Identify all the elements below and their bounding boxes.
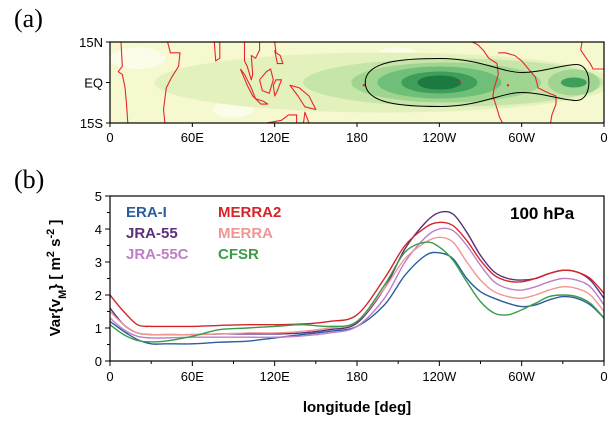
series-line-cfsr <box>109 241 605 343</box>
island <box>506 84 510 87</box>
coastline-segment <box>243 42 261 81</box>
legend-entry-era-i: ERA-I <box>126 204 167 221</box>
y-tick-label: 3 <box>95 255 102 270</box>
coastline-segment <box>472 42 503 123</box>
y-tick-label: EQ <box>84 76 103 91</box>
pressure-level-annotation: 100 hPa <box>510 204 575 223</box>
series-line-merra <box>109 236 605 336</box>
coastline-segment <box>580 42 604 70</box>
legend-entry-merra: MERRA <box>218 225 273 242</box>
series-line-jra-55c <box>109 227 605 339</box>
coastline-segment <box>117 42 129 123</box>
coastline-segment <box>255 98 269 105</box>
x-tick-label: 120W <box>422 130 457 145</box>
panel-a-axes: 0 60E 120E 180 120W 60W 0 15N EQ 15S <box>79 35 607 145</box>
coastline-segment <box>162 42 181 123</box>
series-lines <box>109 210 605 345</box>
enclosing-contour <box>364 57 590 108</box>
map-shading <box>110 42 604 123</box>
y-tick-label: 5 <box>95 189 102 204</box>
legend-entry-jra-55c: JRA-55C <box>126 246 189 263</box>
coastline-segment <box>213 42 221 62</box>
coastline-segment <box>259 68 274 94</box>
x-tick-label: 60W <box>508 369 535 384</box>
legend-entry-jra-55: JRA-55 <box>126 225 178 242</box>
panel-a-map: 0 60E 120E 180 120W 60W 0 15N EQ 15S <box>79 35 607 145</box>
panel-a-label: (a) <box>14 4 43 33</box>
y-tick-label: 4 <box>95 222 102 237</box>
variance-contour <box>364 57 590 108</box>
x-axis-title: longitude [deg] <box>303 399 411 416</box>
y-axis-title: Var{vM} [ m2 s-2 ] <box>45 220 69 337</box>
primary-maximum <box>417 75 462 90</box>
legend-entry-merra2: MERRA2 <box>218 204 281 221</box>
x-tick-label: 0 <box>600 369 607 384</box>
y-tick-label: 15S <box>80 116 103 131</box>
x-tick-label: 120E <box>259 130 290 145</box>
x-tick-label: 60E <box>181 369 204 384</box>
island <box>458 81 462 84</box>
coastline-segment <box>272 79 283 97</box>
coastline-segment <box>274 42 284 65</box>
chart-frame <box>109 195 605 362</box>
low-variance-patch <box>110 47 166 69</box>
x-tick-label: 0 <box>106 369 113 384</box>
panel-b-label: (b) <box>14 165 44 194</box>
x-tick-label: 120W <box>422 369 457 384</box>
legend: ERA-I JRA-55 JRA-55C MERRA2 MERRA CFSR <box>126 204 281 263</box>
coastline-segment <box>266 114 298 123</box>
coastlines <box>117 42 604 123</box>
secondary-maximum <box>560 77 587 88</box>
x-tick-label: 0 <box>106 130 113 145</box>
coastline-segment <box>289 84 317 111</box>
x-tick-label: 60E <box>181 130 204 145</box>
x-tick-label: 0 <box>600 130 607 145</box>
coastline-segment <box>498 52 557 123</box>
legend-entry-cfsr: CFSR <box>218 246 259 263</box>
x-tick-label: 60W <box>508 130 535 145</box>
y-tick-label: 0 <box>95 354 102 369</box>
y-tick-label: 15N <box>79 35 103 50</box>
series-line-jra-55 <box>109 210 605 336</box>
x-tick-label: 180 <box>346 369 368 384</box>
y-tick-label: 1 <box>95 321 102 336</box>
series-line-merra2 <box>109 221 605 328</box>
coastline-segment <box>302 111 310 123</box>
y-tick-label: 2 <box>95 288 102 303</box>
series-line-era-i <box>109 251 605 345</box>
x-tick-label: 120E <box>259 369 290 384</box>
x-tick-label: 180 <box>346 130 368 145</box>
island <box>362 84 366 87</box>
